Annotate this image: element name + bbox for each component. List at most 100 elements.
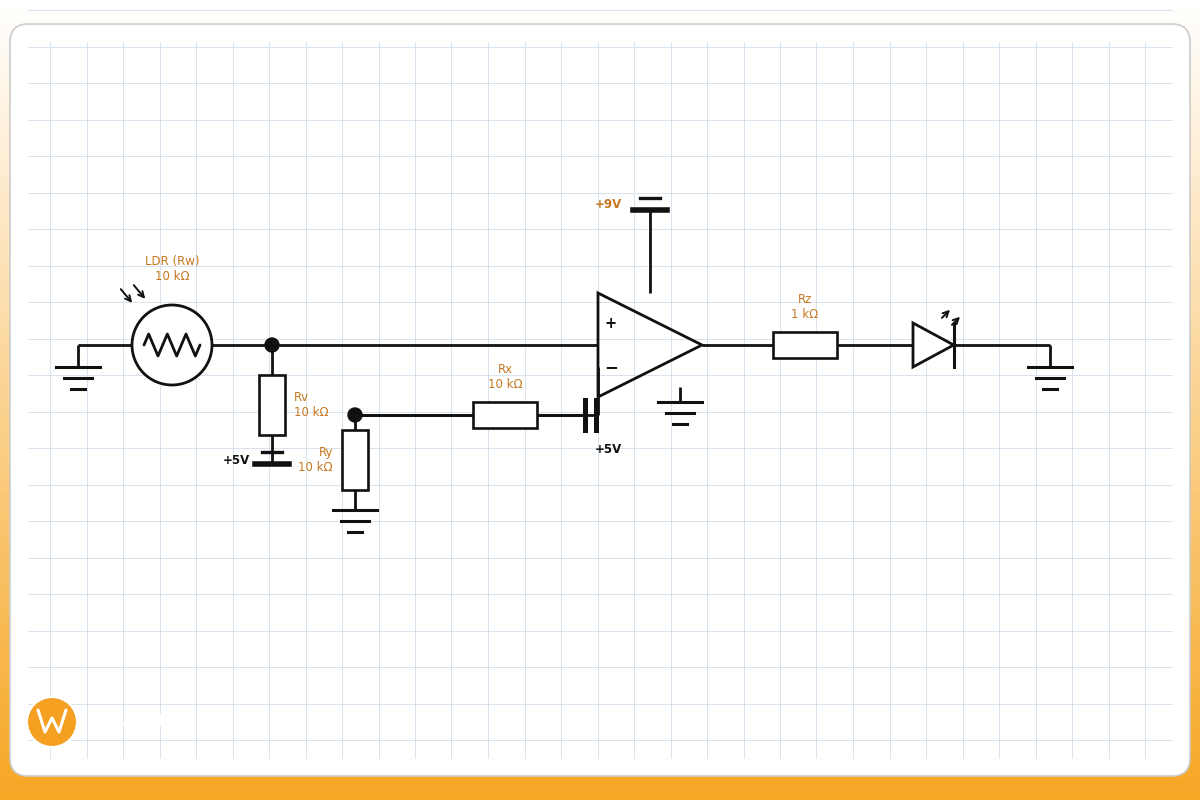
Bar: [0, 419, 1200, 426]
Bar: [0, 299, 1200, 306]
Text: −: −: [604, 358, 618, 376]
Text: Rx
10 kΩ: Rx 10 kΩ: [487, 363, 522, 391]
Bar: [0, 692, 1200, 700]
Bar: [0, 379, 1200, 386]
Bar: [0, 606, 1200, 614]
Bar: [0, 779, 1200, 786]
Bar: [0, 39, 1200, 46]
Bar: [0, 506, 1200, 514]
Bar: [0, 132, 1200, 140]
Text: Ry
10 kΩ: Ry 10 kΩ: [299, 446, 332, 474]
Bar: [0, 699, 1200, 706]
Bar: [0, 152, 1200, 160]
Bar: [0, 792, 1200, 800]
Bar: [0, 279, 1200, 286]
Bar: [0, 126, 1200, 134]
Bar: [0, 6, 1200, 14]
Bar: [0, 172, 1200, 180]
FancyBboxPatch shape: [10, 24, 1190, 776]
Bar: [0, 59, 1200, 66]
Bar: [0, 66, 1200, 74]
Bar: [0, 732, 1200, 740]
Bar: [0, 319, 1200, 326]
Text: Rv
10 kΩ: Rv 10 kΩ: [294, 391, 329, 419]
Bar: [0, 312, 1200, 320]
Text: +5V: +5V: [223, 454, 250, 466]
Bar: [0, 626, 1200, 634]
Bar: [0, 472, 1200, 480]
Bar: [0, 499, 1200, 506]
Bar: [0, 599, 1200, 606]
Bar: [0, 686, 1200, 694]
Text: +: +: [605, 316, 617, 330]
Bar: [773, 332, 838, 358]
Bar: [0, 786, 1200, 794]
Bar: [0, 446, 1200, 454]
Bar: [0, 359, 1200, 366]
Bar: [0, 119, 1200, 126]
Bar: [0, 739, 1200, 746]
Text: WELLPCB: WELLPCB: [88, 714, 172, 730]
Bar: [0, 159, 1200, 166]
Bar: [0, 232, 1200, 240]
Bar: [0, 552, 1200, 560]
Bar: [0, 546, 1200, 554]
Text: LDR (Rw)
10 kΩ: LDR (Rw) 10 kΩ: [145, 255, 199, 283]
Bar: [0, 372, 1200, 380]
Bar: [0, 586, 1200, 594]
Bar: [0, 206, 1200, 214]
Bar: [0, 639, 1200, 646]
Bar: [0, 32, 1200, 40]
Bar: [0, 166, 1200, 174]
Text: +9V: +9V: [595, 198, 622, 210]
Bar: [0, 486, 1200, 494]
Polygon shape: [913, 323, 954, 367]
Bar: [0, 712, 1200, 720]
Circle shape: [348, 408, 362, 422]
Bar: [0, 246, 1200, 254]
Bar: [0, 566, 1200, 574]
Bar: [0, 432, 1200, 440]
Bar: [0, 339, 1200, 346]
Bar: [0, 426, 1200, 434]
Bar: [0, 92, 1200, 100]
Bar: [0, 466, 1200, 474]
Bar: [0, 72, 1200, 80]
Bar: [0, 719, 1200, 726]
Bar: [0, 19, 1200, 26]
Bar: [0, 26, 1200, 34]
Bar: [0, 512, 1200, 520]
Bar: [0, 352, 1200, 360]
Bar: [0, 146, 1200, 154]
Bar: [0, 526, 1200, 534]
Circle shape: [132, 305, 212, 385]
Bar: [0, 559, 1200, 566]
Bar: [0, 459, 1200, 466]
Circle shape: [265, 338, 278, 352]
Bar: [473, 402, 536, 428]
Bar: [0, 286, 1200, 294]
Bar: [0, 519, 1200, 526]
Bar: [0, 386, 1200, 394]
Bar: [0, 259, 1200, 266]
Bar: [0, 399, 1200, 406]
Bar: [0, 706, 1200, 714]
Bar: [0, 0, 1200, 6]
Bar: [0, 252, 1200, 260]
Bar: [0, 192, 1200, 200]
Bar: [0, 579, 1200, 586]
Bar: [0, 666, 1200, 674]
Bar: [259, 375, 286, 435]
Bar: [0, 266, 1200, 274]
Bar: [0, 619, 1200, 626]
Bar: [0, 746, 1200, 754]
Bar: [0, 226, 1200, 234]
Bar: [0, 452, 1200, 460]
Bar: [0, 646, 1200, 654]
Bar: [0, 326, 1200, 334]
Circle shape: [28, 697, 77, 747]
Bar: [0, 79, 1200, 86]
Bar: [0, 12, 1200, 20]
Text: +5V: +5V: [595, 443, 623, 456]
Bar: [0, 179, 1200, 186]
